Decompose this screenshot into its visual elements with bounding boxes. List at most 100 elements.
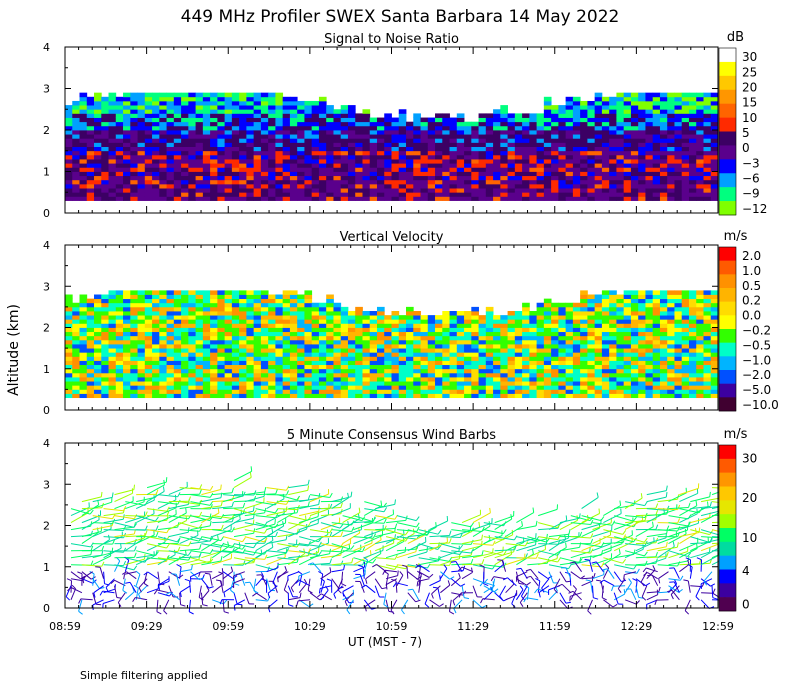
- heatmap-cell: [645, 167, 654, 172]
- wind-barb-feather: [134, 552, 137, 558]
- heatmap-cell: [347, 196, 356, 201]
- heatmap-cell: [391, 175, 400, 181]
- heatmap-cell: [616, 192, 625, 197]
- heatmap-cell: [645, 306, 654, 312]
- wind-barb: [81, 532, 99, 545]
- y-tick-label: 0: [43, 404, 50, 417]
- heatmap-cell: [522, 179, 530, 185]
- heatmap-cell: [217, 92, 226, 98]
- heatmap-cell: [202, 92, 211, 98]
- heatmap-cell: [130, 192, 138, 197]
- heatmap-cell: [500, 150, 508, 156]
- heatmap-cell: [594, 105, 603, 110]
- heatmap-cell: [659, 175, 668, 181]
- heatmap-cell: [311, 150, 320, 156]
- heatmap-cell: [347, 167, 356, 172]
- heatmap-cell: [318, 121, 327, 127]
- heatmap-cell: [217, 368, 226, 374]
- heatmap-cell: [674, 100, 683, 106]
- heatmap-cell: [406, 154, 414, 160]
- wind-barb-feather: [101, 545, 105, 551]
- heatmap-cell: [108, 125, 117, 131]
- heatmap-cell: [638, 117, 646, 123]
- heatmap-cell: [79, 146, 88, 152]
- heatmap-cell: [152, 159, 160, 164]
- heatmap-cell: [130, 130, 138, 135]
- heatmap-cell: [166, 105, 175, 110]
- heatmap-cell: [224, 138, 233, 143]
- heatmap-cell: [188, 385, 196, 390]
- heatmap-cell: [580, 302, 588, 308]
- heatmap-cell: [609, 192, 617, 197]
- heatmap-cell: [79, 192, 88, 197]
- heatmap-cell: [696, 356, 704, 361]
- heatmap-cell: [485, 134, 494, 139]
- wind-barb: [179, 548, 200, 552]
- heatmap-cell: [130, 327, 138, 333]
- heatmap-cell: [696, 179, 704, 185]
- wind-barb: [81, 519, 100, 531]
- heatmap-cell: [587, 138, 596, 143]
- heatmap-cell: [282, 381, 291, 386]
- heatmap-cell: [260, 159, 269, 164]
- heatmap-cell: [572, 368, 581, 374]
- heatmap-cell: [231, 393, 240, 399]
- heatmap-cell: [188, 171, 196, 177]
- heatmap-cell: [94, 377, 102, 382]
- heatmap-cell: [471, 323, 479, 328]
- heatmap-cell: [173, 92, 182, 98]
- heatmap-cell: [115, 302, 124, 308]
- heatmap-cell: [478, 352, 487, 357]
- heatmap-cell: [398, 389, 407, 394]
- heatmap-cell: [587, 298, 596, 304]
- heatmap-cell: [580, 385, 588, 390]
- heatmap-cell: [246, 175, 255, 181]
- heatmap-cell: [376, 331, 385, 337]
- heatmap-cell: [442, 327, 450, 333]
- heatmap-cell: [435, 360, 443, 366]
- heatmap-cell: [115, 125, 124, 131]
- heatmap-cell: [543, 377, 552, 382]
- heatmap-cell: [522, 348, 530, 353]
- wind-barb-feather: [153, 589, 158, 595]
- heatmap-cell: [507, 175, 516, 181]
- heatmap-cell: [681, 183, 690, 189]
- colorbar-label: −9: [742, 187, 760, 201]
- heatmap-cell: [326, 372, 334, 378]
- heatmap-cell: [645, 188, 654, 193]
- heatmap-cell: [94, 175, 102, 181]
- heatmap-cell: [253, 196, 262, 201]
- heatmap-cell: [630, 364, 639, 370]
- heatmap-cell: [253, 298, 262, 304]
- wind-barb: [190, 550, 211, 554]
- heatmap-cell: [384, 117, 392, 123]
- heatmap-cell: [456, 368, 465, 374]
- heatmap-cell: [710, 315, 719, 320]
- wind-barb-feather: [112, 539, 116, 545]
- heatmap-cell: [311, 393, 320, 399]
- heatmap-cell: [297, 134, 305, 139]
- heatmap-cell: [347, 364, 356, 370]
- heatmap-cell: [601, 339, 610, 345]
- heatmap-cell: [471, 146, 479, 152]
- heatmap-cell: [543, 327, 552, 333]
- heatmap-cell: [159, 331, 167, 337]
- heatmap-cell: [384, 171, 392, 177]
- heatmap-cell: [144, 138, 153, 143]
- heatmap-cell: [289, 105, 298, 110]
- heatmap-cell: [674, 294, 683, 300]
- heatmap-cell: [471, 364, 479, 370]
- heatmap-cell: [398, 381, 407, 386]
- heatmap-cell: [696, 134, 704, 139]
- heatmap-cell: [355, 315, 363, 320]
- heatmap-cell: [130, 125, 138, 131]
- heatmap-cell: [442, 377, 450, 382]
- heatmap-cell: [638, 142, 646, 147]
- heatmap-cell: [130, 163, 138, 168]
- heatmap-cell: [275, 306, 284, 312]
- heatmap-cell: [696, 130, 704, 135]
- heatmap-cell: [130, 368, 138, 374]
- wind-barb-feather: [123, 574, 125, 580]
- heatmap-cell: [514, 315, 523, 320]
- heatmap-cell: [580, 100, 588, 106]
